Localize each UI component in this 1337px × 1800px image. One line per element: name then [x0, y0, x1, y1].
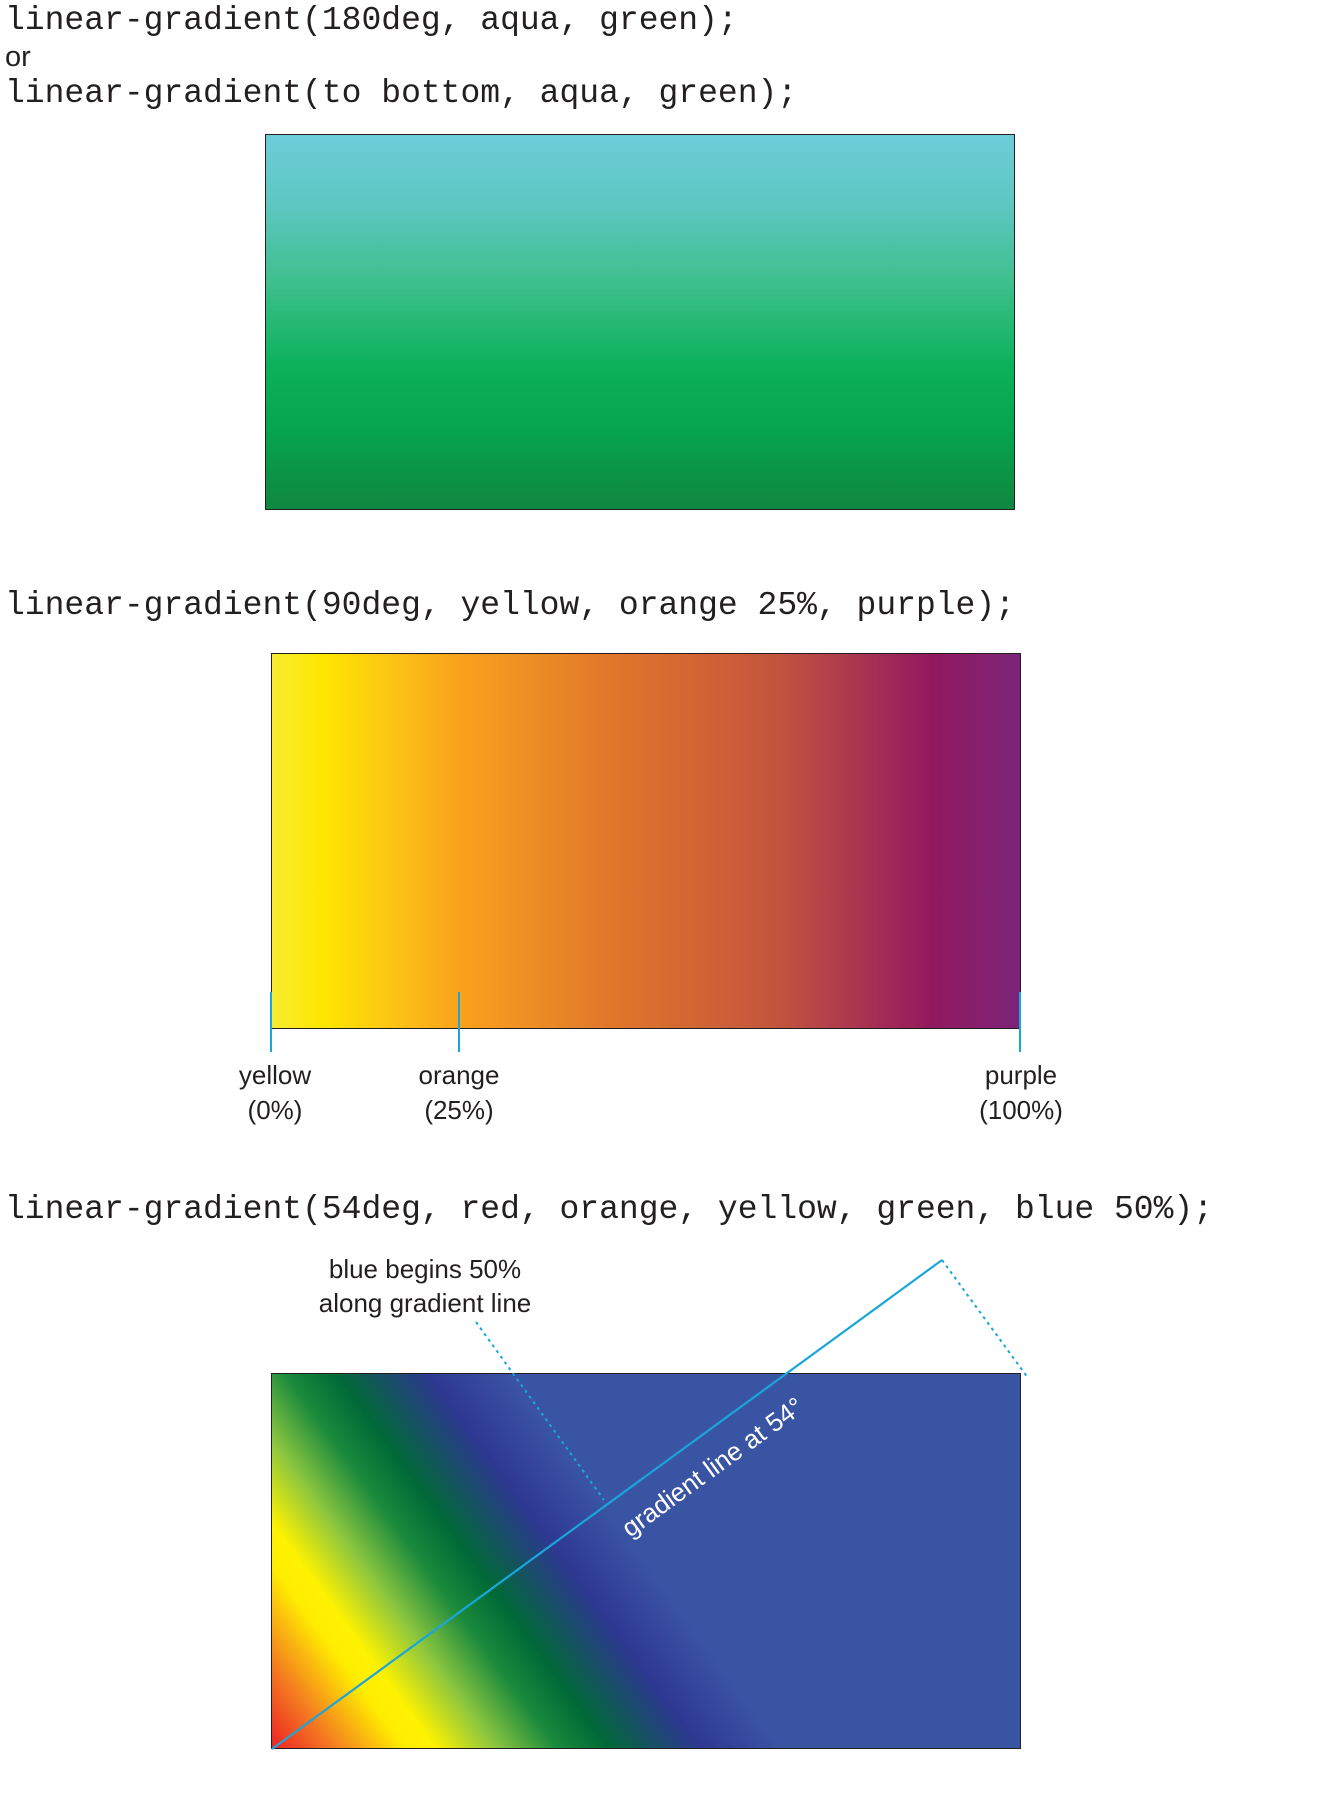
code-sample-180deg: linear-gradient(180deg, aqua, green); [5, 2, 738, 39]
code-sample-90deg: linear-gradient(90deg, yellow, orange 25… [5, 587, 1015, 624]
blue-begins-note: blue begins 50% along gradient line [300, 1252, 550, 1320]
code-sample-54deg: linear-gradient(54deg, red, orange, yell… [5, 1191, 1213, 1228]
orange-stop-position: (25%) [424, 1095, 494, 1125]
yellow-orange-purple-gradient-swatch [271, 653, 1021, 1029]
orange-stop-name: orange [418, 1060, 500, 1090]
purple-stop-position: (100%) [979, 1095, 1063, 1125]
purple-stop-name: purple [984, 1060, 1058, 1090]
purple-stop-marker [1019, 992, 1021, 1052]
yellow-stop-position: (0%) [247, 1095, 303, 1125]
blue-begins-note-line1: blue begins 50% [328, 1254, 522, 1284]
gradient-perpendicular-dotted-line [941, 1259, 1029, 1379]
blue-begins-note-line2: along gradient line [318, 1288, 532, 1318]
or-text: or [5, 41, 31, 73]
yellow-stop-label: yellow (0%) [205, 1058, 345, 1128]
orange-stop-label: orange (25%) [389, 1058, 529, 1128]
aqua-green-gradient-swatch [265, 134, 1015, 510]
rainbow-54deg-gradient-swatch [271, 1373, 1021, 1749]
code-sample-to-bottom: linear-gradient(to bottom, aqua, green); [5, 75, 798, 112]
purple-stop-label: purple (100%) [951, 1058, 1091, 1128]
yellow-stop-name: yellow [238, 1060, 312, 1090]
orange-stop-marker [458, 992, 460, 1052]
yellow-stop-marker [270, 992, 272, 1052]
